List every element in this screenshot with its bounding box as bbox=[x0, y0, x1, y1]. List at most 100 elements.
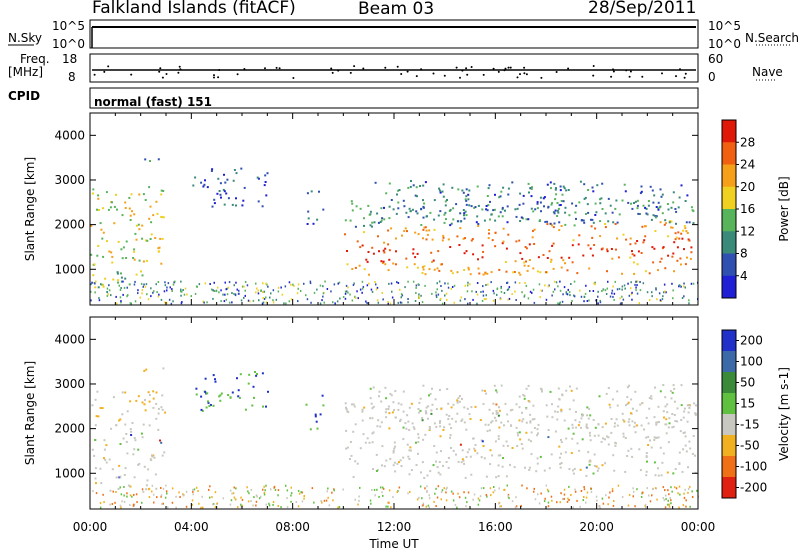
velocity-cell bbox=[119, 504, 122, 507]
velocity-cell bbox=[277, 489, 280, 492]
velocity-cell bbox=[569, 385, 571, 388]
velocity-cell bbox=[585, 496, 588, 499]
velocity-cell bbox=[645, 470, 648, 473]
power-cell bbox=[310, 301, 312, 304]
velocity-cell bbox=[621, 496, 624, 498]
colorbar-tick-label: -15 bbox=[740, 418, 760, 432]
velocity-cell bbox=[146, 479, 149, 482]
velocity-cell bbox=[681, 470, 684, 473]
power-cell bbox=[441, 289, 443, 292]
power-cell bbox=[616, 288, 619, 291]
power-cell bbox=[202, 300, 204, 303]
power-cell bbox=[140, 270, 142, 273]
velocity-cell bbox=[152, 454, 155, 457]
velocity-cell bbox=[622, 432, 625, 435]
power-cell bbox=[578, 201, 581, 204]
power-cell bbox=[378, 250, 380, 253]
power-cell bbox=[478, 272, 481, 275]
power-cell bbox=[601, 247, 604, 250]
power-cell bbox=[444, 200, 447, 203]
power-cell bbox=[638, 213, 641, 215]
velocity-cell bbox=[609, 491, 611, 494]
power-cell bbox=[368, 282, 370, 285]
velocity-cell bbox=[668, 503, 671, 506]
power-cell bbox=[164, 281, 166, 284]
velocity-cell bbox=[101, 407, 104, 410]
power-cell bbox=[681, 297, 684, 299]
power-cell bbox=[444, 211, 447, 214]
velocity-cell bbox=[235, 498, 237, 501]
velocity-cell bbox=[686, 404, 689, 407]
power-cell bbox=[612, 295, 614, 298]
velocity-cell bbox=[461, 418, 464, 421]
nave-dot bbox=[400, 73, 403, 75]
power-cell bbox=[225, 192, 228, 195]
power-cell bbox=[452, 218, 455, 221]
power-cell bbox=[108, 250, 111, 253]
power-cell bbox=[627, 282, 629, 285]
power-cell bbox=[526, 269, 529, 272]
nave-label: Nave bbox=[752, 65, 783, 79]
power-cell bbox=[494, 193, 496, 196]
power-cell bbox=[605, 293, 608, 295]
power-cell bbox=[621, 288, 623, 291]
power-cell bbox=[590, 225, 593, 228]
power-cell bbox=[614, 223, 617, 225]
velocity-cell bbox=[123, 494, 125, 497]
power-cell bbox=[506, 289, 509, 291]
power-cell bbox=[324, 280, 326, 283]
velocity-cell bbox=[349, 458, 351, 460]
power-cell bbox=[609, 204, 612, 207]
velocity-cell bbox=[559, 466, 562, 469]
velocity-cell bbox=[589, 459, 592, 462]
power-cell bbox=[485, 284, 487, 286]
power-cell bbox=[530, 188, 533, 190]
power-cell bbox=[606, 248, 609, 251]
power-cell bbox=[504, 209, 506, 212]
power-cell bbox=[597, 295, 599, 298]
velocity-cell bbox=[493, 486, 495, 488]
power-cell bbox=[382, 260, 385, 263]
velocity-cell bbox=[119, 486, 121, 489]
velocity-cell bbox=[130, 485, 132, 488]
velocity-cell bbox=[290, 486, 292, 489]
velocity-cell bbox=[694, 413, 697, 416]
power-cell bbox=[488, 184, 491, 187]
power-cell bbox=[582, 254, 585, 257]
power-cell bbox=[446, 298, 448, 301]
velocity-cell bbox=[560, 492, 562, 495]
power-cell bbox=[507, 187, 510, 190]
power-cell bbox=[674, 238, 677, 241]
power-cell bbox=[552, 290, 555, 293]
velocity-cell bbox=[526, 487, 528, 490]
velocity-cell bbox=[523, 394, 526, 397]
colorbar-swatch bbox=[722, 351, 736, 373]
nave-dot bbox=[516, 76, 519, 79]
velocity-cell bbox=[570, 452, 573, 454]
velocity-cell bbox=[240, 503, 242, 506]
power-cell bbox=[604, 212, 607, 215]
power-cell bbox=[333, 283, 336, 286]
power-cell bbox=[322, 292, 325, 295]
power-cell bbox=[419, 185, 421, 187]
velocity-cell bbox=[617, 484, 620, 487]
velocity-cell bbox=[563, 497, 565, 500]
velocity-cell bbox=[439, 435, 442, 438]
velocity-cell bbox=[332, 499, 334, 502]
power-cell bbox=[678, 237, 681, 240]
power-cell bbox=[476, 185, 479, 188]
power-cell bbox=[409, 210, 412, 213]
power-cell bbox=[421, 266, 424, 269]
x-tick-label: 04:00 bbox=[174, 520, 209, 534]
velocity-cell bbox=[207, 401, 210, 404]
power-cell bbox=[403, 205, 406, 208]
velocity-cell bbox=[126, 452, 129, 455]
power-cell bbox=[499, 195, 502, 198]
power-cell bbox=[312, 222, 315, 225]
power-cell bbox=[686, 232, 689, 234]
nave-dot bbox=[406, 70, 409, 73]
velocity-cell bbox=[545, 404, 548, 407]
velocity-cell bbox=[594, 426, 597, 429]
velocity-cell bbox=[321, 394, 324, 397]
velocity-cell bbox=[207, 400, 209, 403]
